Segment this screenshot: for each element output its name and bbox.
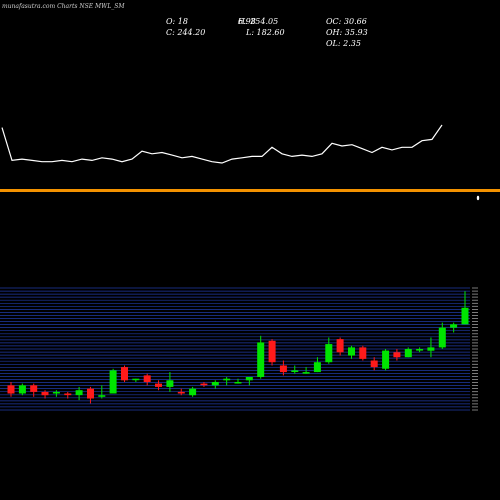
high-label: H: 254.05 bbox=[238, 17, 279, 26]
candle-body bbox=[223, 378, 231, 381]
candle-body bbox=[41, 391, 49, 396]
close-label: C: 244.20 bbox=[166, 28, 206, 37]
candle-body bbox=[336, 339, 344, 353]
candle-body bbox=[166, 380, 174, 387]
candle-body bbox=[370, 360, 378, 368]
candle-body bbox=[268, 340, 276, 363]
candle-body bbox=[359, 347, 367, 359]
price-line bbox=[1, 124, 443, 164]
band-marker bbox=[476, 195, 480, 201]
oc-label: OC: 30.66 bbox=[326, 17, 367, 26]
candle-body bbox=[18, 385, 26, 394]
candle-body bbox=[382, 350, 390, 369]
candle-body bbox=[461, 307, 469, 325]
candle-body bbox=[279, 365, 287, 373]
candle-body bbox=[200, 383, 208, 386]
candle-body bbox=[75, 390, 83, 396]
candle-body bbox=[7, 385, 15, 394]
candle-body bbox=[450, 324, 458, 328]
candle-body bbox=[393, 352, 401, 358]
candle-body bbox=[245, 377, 253, 381]
candle-body bbox=[348, 347, 355, 356]
candle-body bbox=[291, 370, 299, 372]
ol-label: OL: 2.35 bbox=[326, 39, 361, 48]
candle-body bbox=[132, 378, 140, 381]
overlap-fragment: 6.98 bbox=[238, 17, 256, 26]
candle-body bbox=[98, 395, 106, 397]
watermark-title: munafasutra.com Charts NSE MWL_SM bbox=[2, 3, 125, 10]
candle-body bbox=[416, 349, 424, 351]
candle-body bbox=[109, 370, 117, 394]
open-label: O: 18 bbox=[166, 17, 188, 26]
candle-body bbox=[30, 385, 38, 392]
candle-body bbox=[211, 382, 219, 386]
candle-body bbox=[404, 349, 412, 358]
candle-body bbox=[87, 388, 94, 399]
candle-body bbox=[64, 393, 72, 396]
candle-body bbox=[234, 382, 242, 384]
candle-body bbox=[325, 344, 333, 363]
candle-body bbox=[155, 383, 162, 387]
volume-band bbox=[0, 189, 500, 192]
candle-body bbox=[302, 372, 310, 374]
candle-body bbox=[177, 391, 185, 394]
candle-body bbox=[257, 342, 265, 377]
low-label: L: 182.60 bbox=[246, 28, 285, 37]
candle-body bbox=[438, 327, 446, 348]
oh-label: OH: 35.93 bbox=[326, 28, 368, 37]
candle-body bbox=[313, 362, 321, 373]
candle-body bbox=[52, 391, 60, 394]
candle-body bbox=[427, 347, 435, 351]
candle-body bbox=[121, 367, 128, 381]
candle-body bbox=[189, 388, 197, 396]
candle-body bbox=[143, 375, 151, 382]
